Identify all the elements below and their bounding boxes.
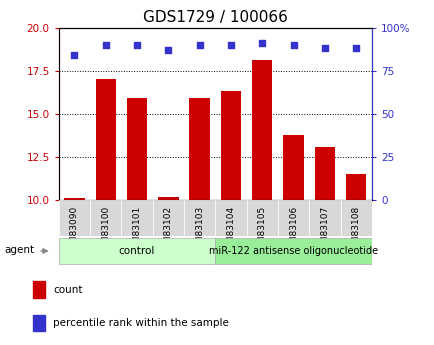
- Text: GSM83090: GSM83090: [70, 206, 79, 255]
- Point: [258, 40, 265, 46]
- Title: GDS1729 / 100066: GDS1729 / 100066: [142, 10, 287, 25]
- Point: [196, 42, 203, 48]
- Text: miR-122 antisense oligonucleotide: miR-122 antisense oligonucleotide: [209, 246, 377, 256]
- Point: [321, 46, 328, 51]
- Point: [133, 42, 140, 48]
- Bar: [283, 135, 303, 200]
- Text: GSM83100: GSM83100: [101, 206, 110, 255]
- Bar: [184, 200, 215, 236]
- Text: percentile rank within the sample: percentile rank within the sample: [53, 318, 229, 328]
- Bar: [152, 200, 184, 236]
- Bar: [277, 200, 309, 236]
- Bar: [59, 238, 215, 264]
- Bar: [127, 98, 147, 200]
- Point: [289, 42, 296, 48]
- Point: [352, 46, 359, 51]
- Text: GSM83108: GSM83108: [351, 206, 360, 255]
- Bar: [189, 98, 209, 200]
- Text: GSM83103: GSM83103: [195, 206, 204, 255]
- Text: GSM83106: GSM83106: [289, 206, 297, 255]
- Bar: [64, 198, 84, 200]
- Bar: [220, 91, 240, 200]
- Bar: [215, 238, 371, 264]
- Point: [164, 47, 171, 53]
- Bar: [246, 200, 277, 236]
- Bar: [314, 147, 334, 200]
- Text: GSM83101: GSM83101: [132, 206, 141, 255]
- Bar: [340, 200, 371, 236]
- Text: control: control: [118, 246, 155, 256]
- Text: GSM83102: GSM83102: [164, 206, 172, 255]
- Point: [102, 42, 109, 48]
- Text: GSM83107: GSM83107: [320, 206, 329, 255]
- Bar: [345, 174, 365, 200]
- Bar: [33, 281, 45, 298]
- Bar: [121, 200, 152, 236]
- Text: count: count: [53, 285, 83, 295]
- Text: GSM83105: GSM83105: [257, 206, 266, 255]
- Bar: [59, 200, 90, 236]
- Bar: [158, 197, 178, 200]
- Text: GSM83104: GSM83104: [226, 206, 235, 255]
- Bar: [215, 200, 246, 236]
- Point: [71, 52, 78, 58]
- Bar: [95, 79, 115, 200]
- Point: [227, 42, 234, 48]
- Text: agent: agent: [5, 245, 35, 255]
- Bar: [33, 315, 45, 331]
- Bar: [252, 60, 272, 200]
- Bar: [90, 200, 121, 236]
- Bar: [309, 200, 340, 236]
